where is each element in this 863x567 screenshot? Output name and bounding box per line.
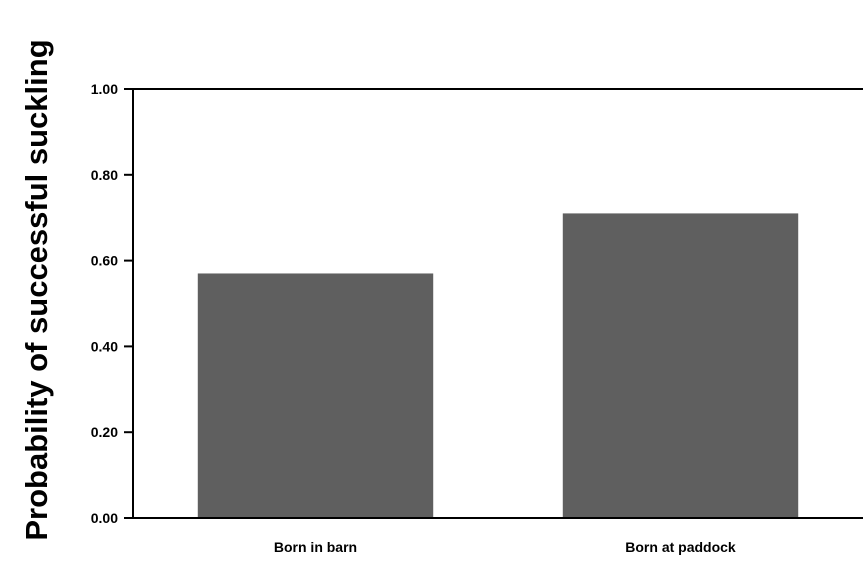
x-axis-labels: Born in barn Born at paddock [274, 539, 736, 555]
y-tick-label: 0.60 [91, 253, 118, 269]
y-tick-label: 0.20 [91, 424, 118, 440]
plot-frame [132, 88, 863, 519]
bar [562, 213, 799, 518]
y-axis-ticks: 0.00 0.20 0.40 0.60 0.80 1.00 [91, 81, 133, 526]
y-tick-label: 1.00 [91, 81, 118, 97]
bars [197, 213, 799, 518]
bar [197, 273, 434, 518]
x-category-label: Born at paddock [625, 539, 736, 555]
y-tick-label: 0.00 [91, 510, 118, 526]
y-axis-title: Probability of successful suckling [19, 39, 54, 540]
y-tick-label: 0.80 [91, 167, 118, 183]
x-category-label: Born in barn [274, 539, 357, 555]
y-tick-label: 0.40 [91, 338, 118, 354]
